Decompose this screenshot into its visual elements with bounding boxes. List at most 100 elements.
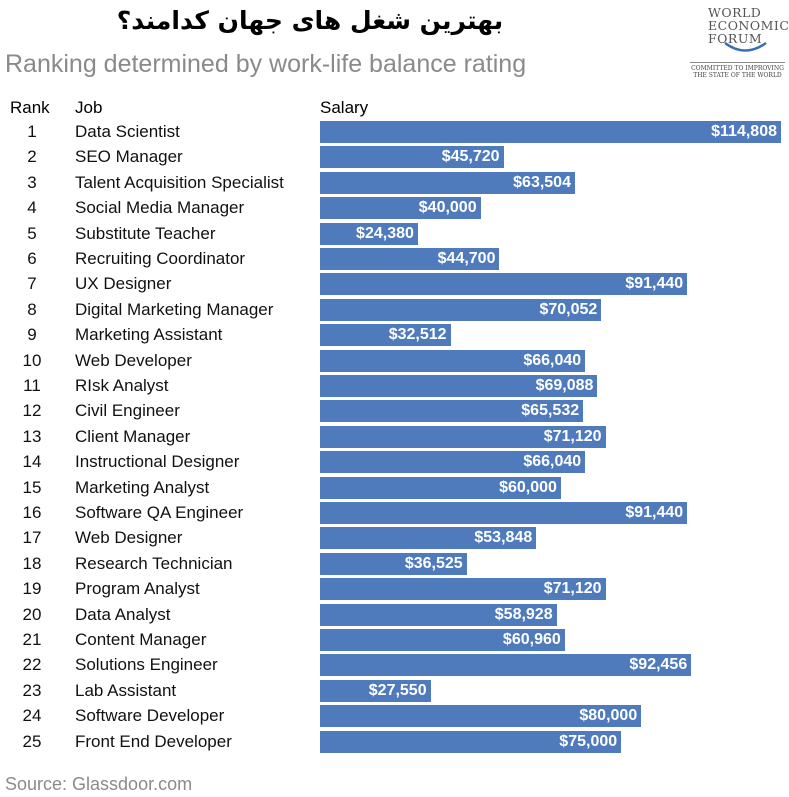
salary-bar: $58,928 [320,603,557,626]
salary-value-label: $24,380 [356,224,414,242]
job-label: Substitute Teacher [75,223,216,243]
chart-row: 5 Substitute Teacher $24,380 [0,222,789,248]
salary-bar: $60,000 [320,476,561,499]
salary-value-label: $69,088 [535,377,594,394]
rank-label: 15 [22,477,42,497]
rank-label: 16 [22,503,42,522]
salary-value-label: $60,960 [502,631,561,648]
salary-value-label: $91,440 [625,275,684,293]
rank-label: 13 [22,426,42,446]
salary-bar: $71,120 [320,578,606,601]
chart-subtitle: Ranking determined by work-life balance … [5,50,527,78]
rank-label: 10 [22,350,42,370]
chart-row: 12 Civil Engineer $65,532 [0,400,789,425]
job-column-header: Job [75,98,103,117]
rank-label: 9 [27,325,37,345]
salary-value-label: $70,052 [539,300,598,318]
salary-value-label: $27,550 [368,681,427,699]
chart-row: 24 Software Developer $80,000 [0,705,789,730]
rank-label: 12 [22,401,42,421]
rank-label: 11 [23,376,41,395]
job-label: Lab Assistant [75,680,177,700]
salary-value-label: $32,512 [388,326,447,344]
rank-label: 18 [22,553,42,573]
chart-row: 19 Program Analyst $71,120 [0,578,789,603]
salary-value-label: $36,525 [404,554,463,572]
rank-label: 19 [22,579,42,599]
rank-label: 1 [27,122,37,141]
rank-label: 25 [22,731,42,751]
rank-label: 5 [27,223,37,243]
source-note: Source: Glassdoor.com [5,774,193,794]
salary-bar: $36,525 [320,552,467,575]
job-label: UX Designer [75,274,172,294]
chart-row: 4 Social Media Manager $40,000 [0,197,789,222]
rank-label: 6 [27,249,37,268]
rank-label: 2 [27,147,37,167]
job-label: Social Media Manager [75,198,245,218]
salary-value-label: $114,808 [711,123,777,140]
job-label: Software QA Engineer [75,503,244,522]
logo-line-3: FORUM [708,31,763,46]
chart-row: 17 Web Designer $53,848 [0,527,789,552]
salary-value-label: $65,532 [521,402,580,420]
salary-bar: $65,532 [320,400,584,423]
job-label: SEO Manager [75,147,183,167]
chart-row: 14 Instructional Designer $66,040 [0,451,789,476]
job-label: Software Developer [75,706,225,726]
salary-bar: $91,440 [320,273,688,296]
salary-bar: $114,808 [320,121,781,143]
salary-value-label: $75,000 [559,732,618,750]
rank-label: 7 [27,274,37,294]
salary-value-label: $66,040 [523,453,582,471]
job-label: Web Designer [75,528,183,548]
salary-bar: $45,720 [320,146,504,169]
job-label: Solutions Engineer [75,655,218,675]
job-label: Research Technician [75,553,233,573]
chart-row: 13 Client Manager $71,120 [0,425,789,451]
logo-arc-icon [724,41,767,52]
rank-label: 17 [22,528,42,548]
chart-row: 25 Front End Developer $75,000 [0,730,789,756]
rank-label: 24 [22,706,42,726]
salary-bar: $24,380 [320,222,418,245]
chart-row: 1 Data Scientist $114,808 [0,121,789,146]
rank-label: 14 [22,452,42,472]
salary-value-label: $92,456 [629,656,688,674]
salary-bar: $75,000 [320,730,622,753]
salary-bar: $80,000 [320,705,642,728]
rank-label: 20 [22,604,42,624]
chart-row: 3 Talent Acquisition Specialist $63,504 [0,171,789,197]
salary-value-label: $44,700 [437,250,496,267]
chart-row: 2 SEO Manager $45,720 [0,146,789,171]
job-label: Digital Marketing Manager [75,299,274,319]
salary-value-label: $80,000 [579,707,638,725]
logo-line-1: WORLD [708,5,762,20]
job-label: Recruiting Coordinator [75,249,246,268]
rank-label: 21 [22,630,42,649]
chart-row: 21 Content Manager $60,960 [0,629,789,654]
chart-row: 22 Solutions Engineer $92,456 [0,654,789,679]
job-label: Instructional Designer [75,452,240,472]
logo-tagline: COMMITTED TO IMPROVING THE STATE OF THE … [690,62,785,79]
rank-label: 23 [22,680,42,700]
job-label: Marketing Analyst [75,477,210,497]
salary-bar: $63,504 [320,171,575,194]
salary-bar: $27,550 [320,679,431,702]
salary-value-label: $60,000 [499,478,557,496]
salary-bar: $92,456 [320,654,692,677]
rank-label: 4 [27,198,37,218]
chart-row: 23 Lab Assistant $27,550 [0,679,789,705]
salary-bar: $40,000 [320,197,481,220]
salary-bar: $71,120 [320,425,606,448]
salary-bar: $32,512 [320,324,451,347]
chart-row: 6 Recruiting Coordinator $44,700 [0,248,789,273]
chart-row: 7 UX Designer $91,440 [0,273,789,298]
salary-value-label: $45,720 [441,148,500,166]
salary-bar: $53,848 [320,527,537,550]
job-label: Civil Engineer [75,401,180,421]
chart-row: 18 Research Technician $36,525 [0,552,789,578]
salary-bar: $70,052 [320,298,602,321]
job-label: Client Manager [75,426,191,446]
job-label: Data Analyst [75,604,171,624]
